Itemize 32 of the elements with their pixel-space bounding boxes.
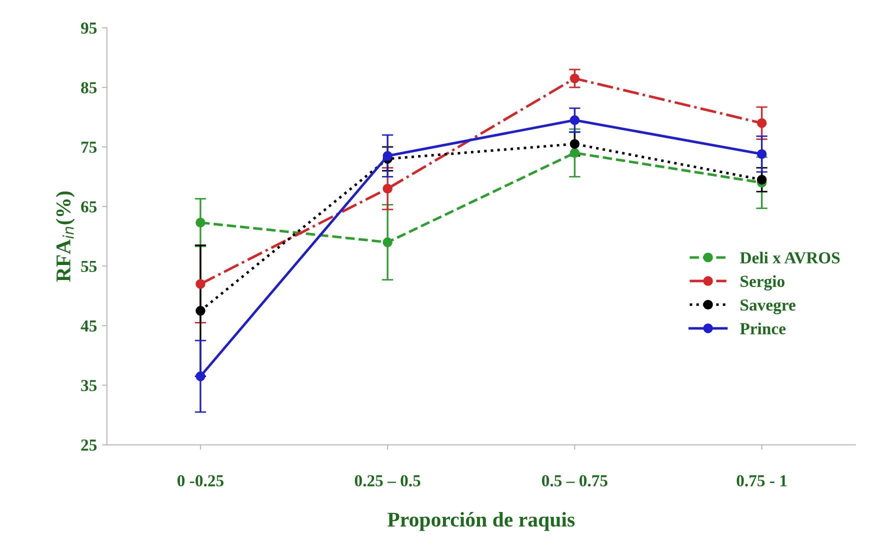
y-tick-label: 75 (81, 142, 97, 153)
point (570, 148, 580, 158)
point (382, 237, 392, 248)
y-tick-label: 35 (81, 380, 97, 392)
point (756, 174, 767, 185)
legend-label: Savegre (740, 299, 796, 314)
y-tick-label: 45 (80, 320, 97, 332)
point (756, 149, 767, 159)
x-tick-label: 0 -0.25 (178, 475, 224, 486)
point (196, 306, 206, 316)
x-tick-label: 0.5 – 0.75 (542, 475, 608, 486)
legend-label: Prince (740, 322, 786, 334)
y-tick-label: 25 (81, 440, 97, 451)
legend-label: Sergio (740, 275, 784, 291)
x-tick-label: 0.25 – 0.5 (354, 475, 420, 486)
legend-label: Deli x AVROS (740, 252, 840, 264)
point (196, 218, 206, 228)
point (382, 151, 392, 161)
y-tick-label: 95 (80, 22, 97, 34)
point (382, 184, 392, 194)
x-tick-label: 0.75 - 1 (736, 475, 787, 486)
point (196, 371, 206, 382)
point (570, 115, 580, 125)
y-tick-label: 55 (81, 260, 97, 272)
y-axis-title: RFA$_{in}$(%) (56, 191, 75, 282)
point (756, 118, 767, 128)
point (570, 74, 580, 84)
point (196, 279, 206, 289)
x-axis-title: Proporción de raquis (388, 512, 575, 531)
y-tick-label: 65 (81, 201, 97, 212)
y-tick-label: 85 (81, 82, 97, 94)
point (570, 139, 580, 149)
